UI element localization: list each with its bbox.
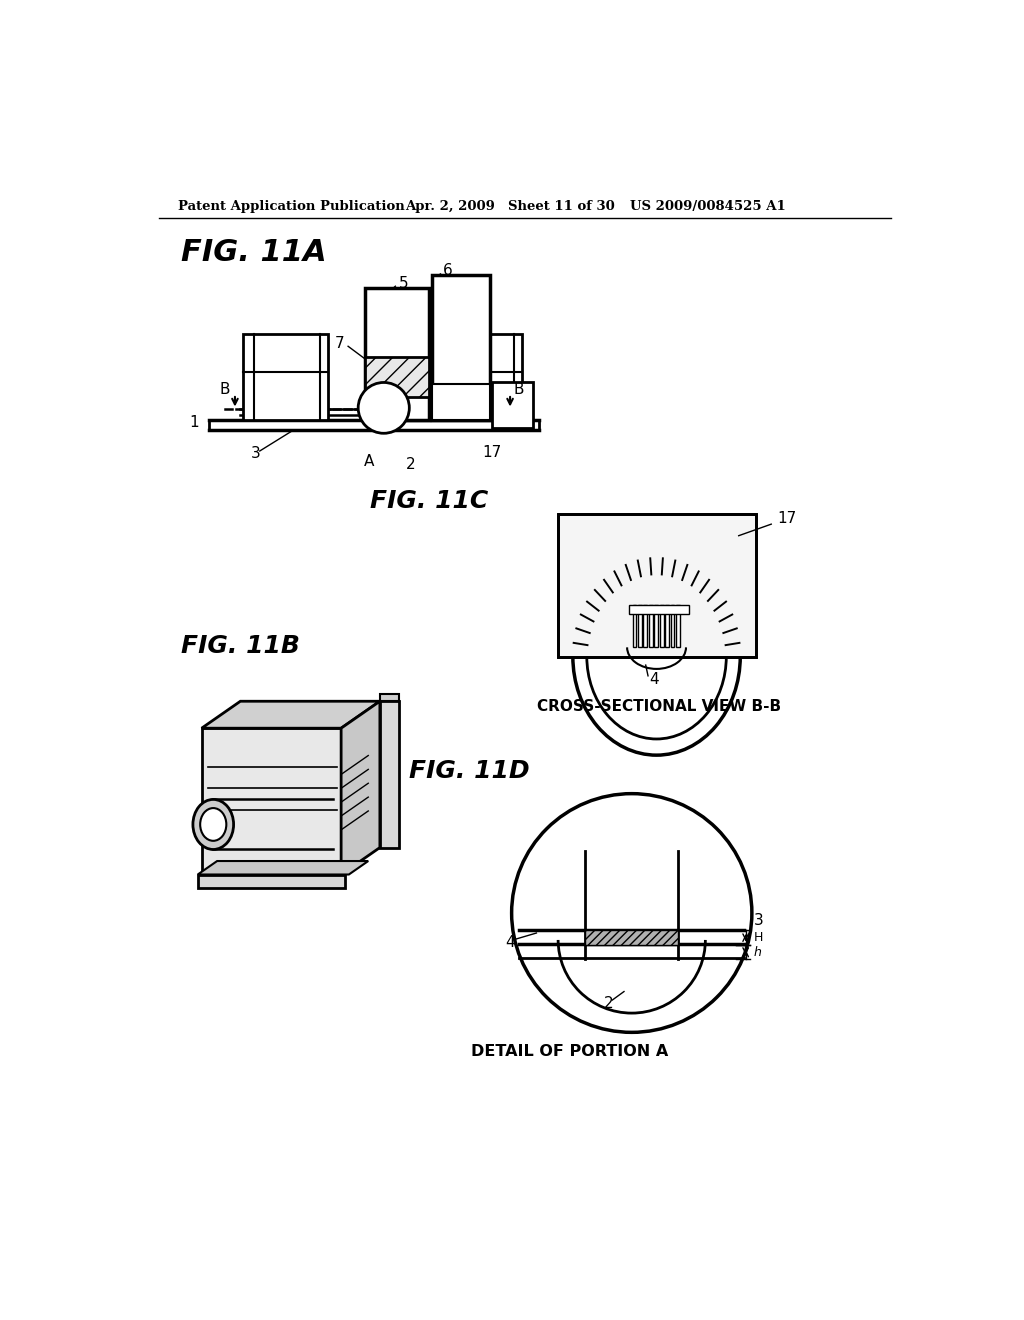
Bar <box>366 358 429 397</box>
Text: 2: 2 <box>604 997 613 1011</box>
Text: 3: 3 <box>754 913 763 928</box>
Bar <box>198 874 345 888</box>
Bar <box>649 605 652 647</box>
Bar <box>659 605 664 647</box>
Text: 17: 17 <box>777 511 797 527</box>
Circle shape <box>512 793 752 1032</box>
Text: A: A <box>365 454 375 469</box>
Bar <box>638 605 642 647</box>
Text: FIG. 11A: FIG. 11A <box>180 238 327 267</box>
Bar <box>629 605 689 614</box>
Bar <box>633 605 636 647</box>
Bar <box>671 605 675 647</box>
Text: DETAIL OF PORTION A: DETAIL OF PORTION A <box>471 1044 669 1059</box>
Bar <box>202 729 341 874</box>
Ellipse shape <box>193 800 233 850</box>
Polygon shape <box>202 701 380 729</box>
Bar <box>558 515 756 656</box>
Text: B: B <box>514 381 524 397</box>
Text: 6: 6 <box>442 263 453 277</box>
Bar <box>676 605 680 647</box>
Text: FIG. 11C: FIG. 11C <box>370 488 488 513</box>
Bar <box>366 288 429 420</box>
Bar <box>438 334 521 420</box>
Text: H: H <box>754 931 763 944</box>
Bar <box>586 929 678 945</box>
Ellipse shape <box>200 808 226 841</box>
Text: h: h <box>754 945 761 958</box>
Text: FIG. 11B: FIG. 11B <box>180 634 300 657</box>
Text: Sheet 11 of 30: Sheet 11 of 30 <box>508 199 614 213</box>
Bar <box>493 381 532 428</box>
Bar <box>558 515 756 656</box>
Polygon shape <box>380 693 399 701</box>
Bar <box>432 384 489 420</box>
Text: CROSS-SECTIONAL VIEW B-B: CROSS-SECTIONAL VIEW B-B <box>537 700 781 714</box>
Bar <box>654 605 658 647</box>
Polygon shape <box>198 861 369 874</box>
Text: 4: 4 <box>506 935 515 950</box>
Text: 1: 1 <box>189 414 200 430</box>
Circle shape <box>358 383 410 433</box>
Bar <box>243 334 328 420</box>
Text: Patent Application Publication: Patent Application Publication <box>178 199 406 213</box>
Bar <box>432 276 489 420</box>
Bar <box>643 605 647 647</box>
Text: 5: 5 <box>398 276 409 290</box>
Bar <box>380 701 399 847</box>
Polygon shape <box>341 701 380 874</box>
Text: 3: 3 <box>251 446 260 461</box>
Text: Apr. 2, 2009: Apr. 2, 2009 <box>406 199 496 213</box>
Text: 2: 2 <box>406 457 415 471</box>
Text: B: B <box>219 381 230 397</box>
Text: US 2009/0084525 A1: US 2009/0084525 A1 <box>630 199 786 213</box>
Text: 4: 4 <box>649 672 658 688</box>
Bar <box>665 605 669 647</box>
Text: 17: 17 <box>482 445 502 461</box>
Text: FIG. 11D: FIG. 11D <box>409 759 529 783</box>
Text: 7: 7 <box>335 335 344 351</box>
